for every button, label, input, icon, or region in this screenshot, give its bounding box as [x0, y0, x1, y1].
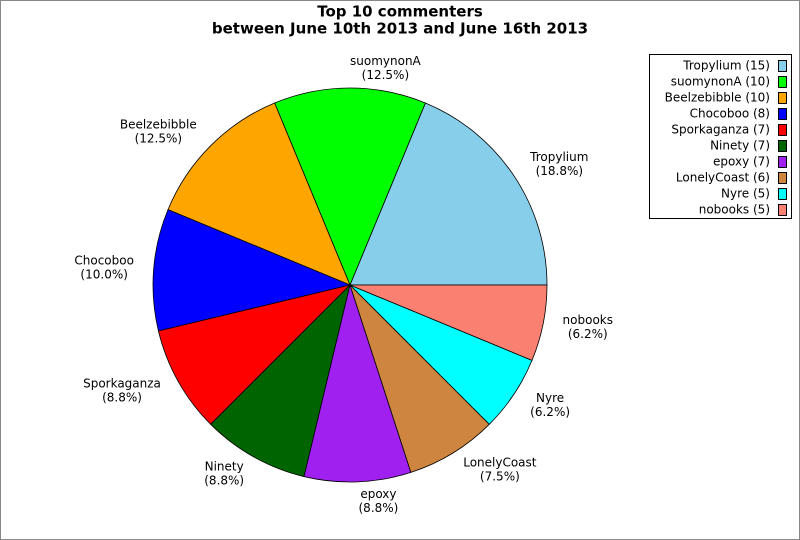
chart-title: Top 10 commenters [317, 3, 483, 21]
legend-label: Tropylium (15) [682, 59, 770, 73]
pie-slice [349, 102, 548, 286]
slice-label: Tropylium [529, 150, 588, 164]
legend-label: Beelzebibble (10) [665, 91, 770, 105]
legend-swatch [778, 108, 787, 120]
legend-label: LonelyCoast (6) [676, 171, 770, 185]
slice-percent: (7.5%) [480, 469, 520, 483]
slice-percent: (8.8%) [359, 501, 399, 515]
slice-percent: (18.8%) [536, 164, 583, 178]
slice-label: Ninety [205, 460, 244, 474]
pie-slice [303, 283, 412, 483]
legend-label: Ninety (7) [710, 139, 770, 153]
legend-swatch [778, 204, 787, 216]
legend-swatch [778, 188, 787, 200]
pie-slice [167, 102, 351, 286]
legend-swatch [778, 124, 787, 136]
legend-label: suomynonA (10) [671, 75, 770, 89]
slice-label: nobooks [563, 313, 613, 327]
slice-percent: (12.5%) [362, 68, 409, 82]
legend-box [649, 54, 792, 219]
pie-slice [274, 87, 426, 287]
slice-label: Sporkaganza [83, 376, 161, 390]
slice-label: epoxy [360, 487, 396, 501]
legend-swatch [778, 140, 787, 152]
pie-slice [349, 284, 548, 361]
slice-percent: (8.8%) [102, 390, 142, 404]
legend-label: nobooks (5) [699, 203, 770, 217]
slice-percent: (10.0%) [80, 267, 127, 281]
legend-swatch [778, 172, 787, 184]
slice-label: Nyre [536, 391, 564, 405]
pie-slice [157, 284, 352, 425]
slice-percent: (8.8%) [204, 474, 244, 488]
legend-swatch [778, 60, 787, 72]
slice-label: LonelyCoast [463, 455, 537, 469]
chart-subtitle: between June 10th 2013 and June 16th 201… [212, 20, 588, 38]
legend-label: Chocoboo (8) [690, 107, 770, 121]
legend-label: Sporkaganza (7) [671, 123, 770, 137]
slice-label: Chocoboo [74, 253, 134, 267]
slice-label: Beelzebibble [120, 117, 197, 131]
pie-slice [152, 209, 352, 332]
slice-percent: (12.5%) [135, 131, 182, 145]
legend-swatch [778, 76, 787, 88]
slice-percent: (6.2%) [530, 405, 570, 419]
slice-label: suomynonA [350, 54, 422, 68]
slice-percent: (6.2%) [568, 327, 608, 341]
legend-swatch [778, 156, 787, 168]
legend-swatch [778, 92, 787, 104]
legend-label: Nyre (5) [721, 187, 770, 201]
legend-label: epoxy (7) [713, 155, 770, 169]
